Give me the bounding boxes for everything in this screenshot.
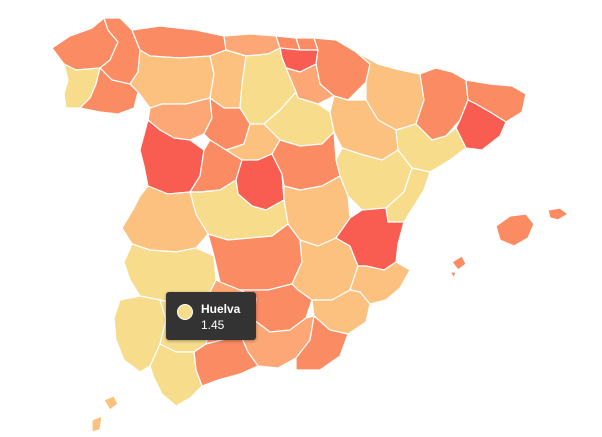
province-fragment-south[interactable] xyxy=(91,415,103,433)
tooltip-region-name: Huelva xyxy=(201,302,241,316)
province-baleares-ibiza[interactable] xyxy=(451,255,467,271)
tooltip-swatch-icon xyxy=(177,304,193,320)
tooltip: Huelva 1.45 xyxy=(166,292,256,340)
province-cadiz[interactable] xyxy=(149,343,203,407)
province-baleares-formentera[interactable] xyxy=(449,271,457,279)
province-baleares-menorca[interactable] xyxy=(547,207,569,221)
province-tarragona[interactable] xyxy=(395,123,467,173)
province-almeria[interactable] xyxy=(295,315,349,371)
province-leon[interactable] xyxy=(129,49,215,109)
province-ceuta[interactable] xyxy=(103,395,119,411)
tooltip-value: 1.45 xyxy=(201,318,225,332)
province-barcelona[interactable] xyxy=(455,99,507,151)
province-guadalajara[interactable] xyxy=(271,131,341,191)
province-baleares-mallorca[interactable] xyxy=(495,213,535,247)
province-ourense[interactable] xyxy=(79,67,139,115)
